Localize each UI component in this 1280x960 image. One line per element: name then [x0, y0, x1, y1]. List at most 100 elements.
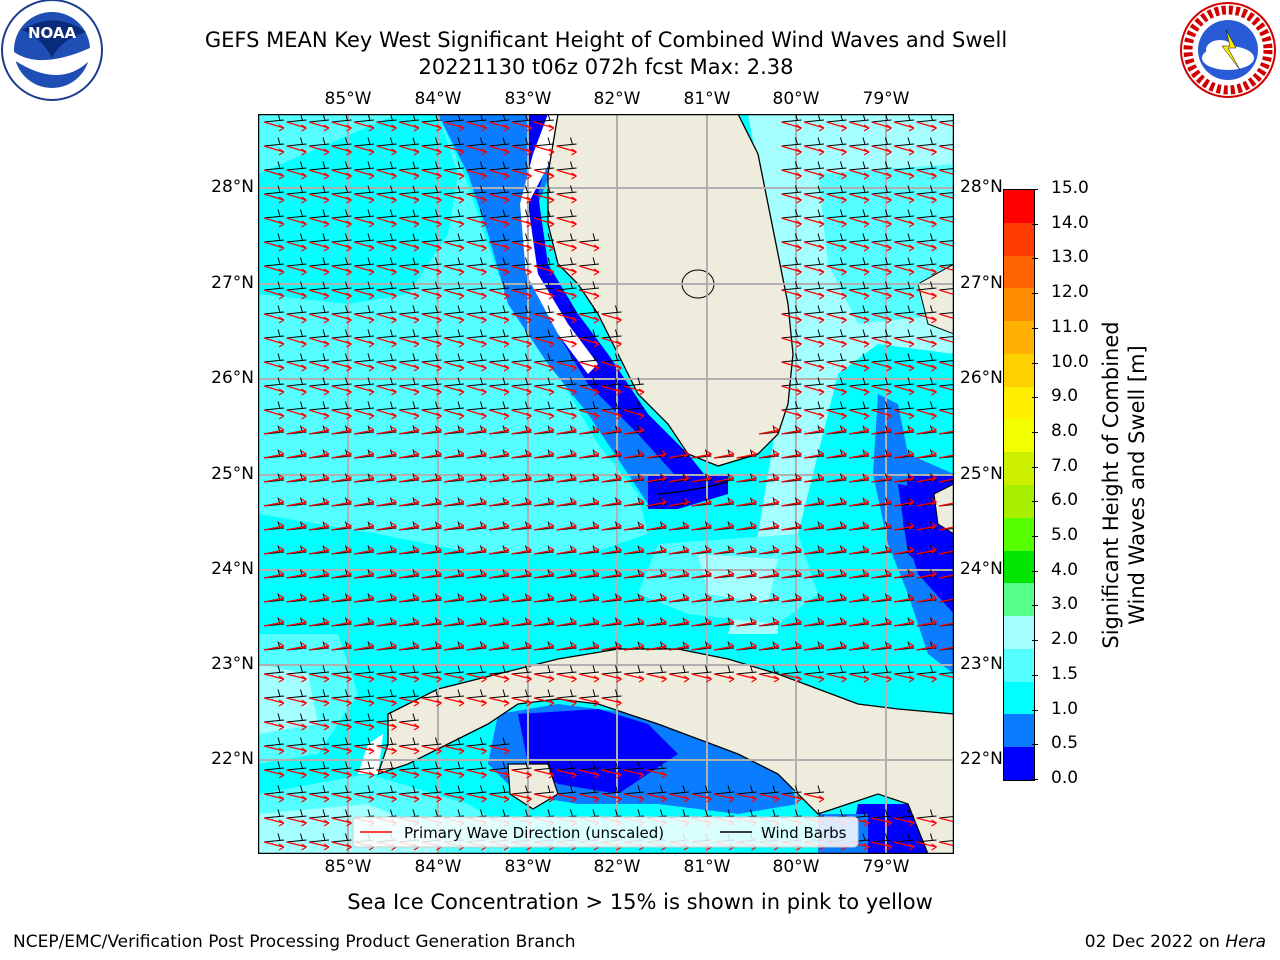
wave-direction-arrow: [353, 793, 375, 803]
wind-barb: [488, 689, 510, 699]
wave-direction-arrow: [848, 145, 870, 156]
wind-barb: [758, 785, 780, 795]
wind-barb: [578, 401, 600, 411]
wind-barb: [488, 305, 510, 315]
colorbar-tick-label: 12.0: [1051, 282, 1089, 303]
wave-direction-arrow: [578, 385, 600, 396]
wave-direction-arrow: [331, 817, 352, 827]
wind-barb: [736, 665, 757, 675]
lat-tick-right-5: 23°N: [960, 654, 1003, 674]
wave-direction-arrow: [488, 618, 510, 627]
graticule: [258, 114, 954, 854]
lon-tick-top-1: 84°W: [414, 89, 462, 109]
wave-direction-arrow: [826, 409, 847, 420]
chart-title: GEFS MEAN Key West Significant Height of…: [204, 28, 1008, 52]
wind-barb: [331, 809, 352, 819]
wave-direction-arrow: [443, 241, 465, 252]
wave-direction-arrow: [781, 426, 802, 435]
wave-direction-arrow: [421, 546, 442, 555]
wind-barb: [466, 209, 487, 219]
wave-direction-arrow: [916, 337, 937, 348]
wind-barb: [916, 665, 937, 675]
wave-direction-arrow: [308, 385, 330, 396]
wind-barb: [398, 257, 420, 267]
wave-direction-arrow: [466, 121, 487, 132]
wind-barb: [331, 401, 352, 411]
wave-direction-arrow: [826, 570, 847, 579]
wave-direction-arrow: [556, 289, 577, 300]
wave-direction-arrow: [893, 313, 915, 324]
colorbar-tick-mark: [1032, 744, 1038, 746]
wind-barb: [781, 377, 802, 387]
wave-direction-arrow: [826, 265, 847, 276]
wind-barb: [893, 161, 915, 171]
wind-barb: [286, 137, 307, 147]
wave-direction-arrow: [938, 193, 954, 203]
wave-direction-arrow: [511, 498, 532, 507]
wave-direction-arrow: [466, 313, 487, 324]
wave-direction-arrow: [443, 385, 465, 396]
wave-direction-arrow: [286, 193, 307, 204]
wind-barb: [871, 377, 892, 387]
wave-direction-arrow: [826, 474, 847, 483]
wind-barb: [848, 401, 870, 411]
wave-direction-arrow: [893, 193, 915, 204]
wave-direction-arrow: [308, 474, 330, 483]
wind-barb: [308, 257, 330, 267]
wave-direction-arrow: [601, 498, 622, 507]
wave-direction-arrow: [781, 169, 802, 180]
wave-direction-arrow: [331, 217, 352, 228]
wave-direction-arrow: [353, 522, 375, 531]
wind-barb: [803, 401, 825, 411]
wave-direction-arrow: [938, 217, 954, 227]
wave-direction-arrow: [938, 337, 954, 347]
wave-direction-arrow: [376, 594, 397, 603]
wave-direction-arrow: [398, 289, 420, 300]
wave-direction-arrow: [331, 721, 352, 731]
wave-direction-arrow: [376, 618, 397, 627]
lon-tick-top-5: 80°W: [772, 89, 820, 109]
wind-barb: [466, 665, 487, 675]
wind-barb: [781, 137, 802, 147]
wind-barb: [421, 185, 442, 195]
wind-barb: [893, 137, 915, 147]
wave-direction-arrow: [376, 337, 397, 348]
wind-barb: [421, 689, 442, 699]
wave-direction-arrow: [556, 594, 577, 603]
wave-direction-arrow: [533, 337, 555, 348]
wave-direction-arrow: [511, 522, 532, 531]
colorbar-tick-label: 6.0: [1051, 490, 1079, 511]
wave-direction-arrow: [803, 193, 825, 204]
wave-direction-arrow: [938, 841, 954, 850]
wave-direction-arrow: [511, 673, 532, 683]
wind-barb: [511, 377, 532, 387]
wind-barb: [443, 233, 465, 243]
wind-barb: [308, 305, 330, 315]
wave-direction-arrow: [803, 673, 825, 683]
wind-barb: [353, 377, 375, 387]
wave-direction-arrow: [848, 450, 870, 459]
wind-barb: [331, 329, 352, 339]
wind-barb: [781, 401, 802, 411]
wave-direction-arrow: [466, 522, 487, 531]
wind-barb: [556, 233, 577, 243]
lat-tick-left-1: 27°N: [211, 273, 254, 293]
wave-direction-arrow: [443, 409, 465, 420]
wave-direction-arrow: [646, 642, 667, 651]
wave-direction-arrow: [826, 337, 847, 348]
wave-direction-arrow: [331, 169, 352, 180]
wave-direction-arrow: [871, 426, 892, 435]
wave-direction-arrow: [376, 522, 397, 531]
wave-direction-arrow: [646, 450, 667, 459]
wave-direction-arrow: [263, 385, 285, 396]
wind-barb: [623, 377, 645, 387]
wave-direction-arrow: [803, 361, 825, 372]
wind-barb: [308, 185, 330, 195]
wave-direction-arrow: [308, 289, 330, 300]
wave-direction-arrow: [601, 673, 622, 683]
wind-barb: [511, 353, 532, 363]
wave-direction-arrow: [308, 193, 330, 204]
wind-barb: [466, 785, 487, 795]
wave-direction-arrow: [781, 313, 802, 324]
wind-barb: [466, 137, 487, 147]
